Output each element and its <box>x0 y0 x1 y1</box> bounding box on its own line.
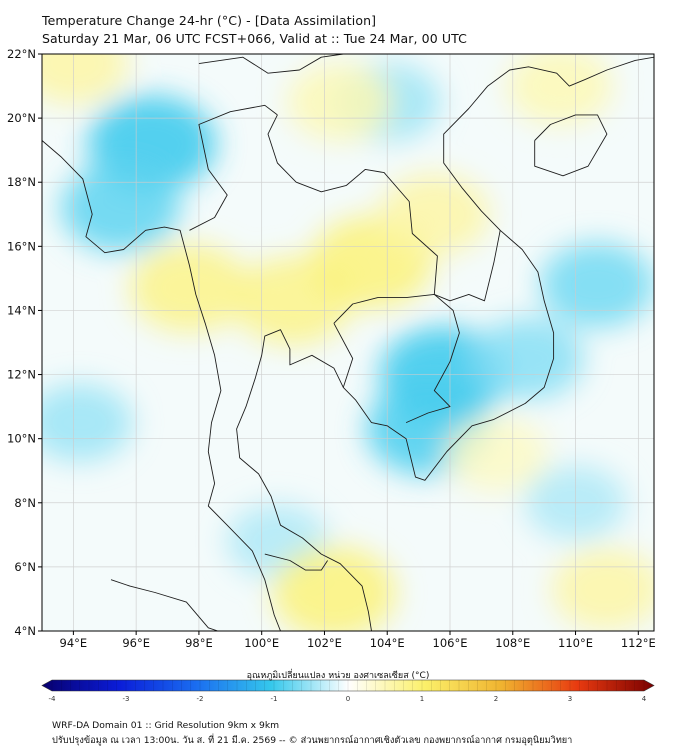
cooling-area <box>42 383 133 462</box>
lat-tick-label: 4°N <box>14 624 36 638</box>
colorbar-title: อุณหภูมิเปลี่ยนแปลง หน่วย องศาเซลเซียส (… <box>246 671 430 681</box>
warming-area <box>272 546 396 631</box>
china-border <box>198 54 373 74</box>
lon-tick-label: 98°E <box>185 636 213 650</box>
lat-tick-label: 12°N <box>7 368 36 382</box>
colorbar-tick-label: -4 <box>49 695 57 703</box>
warming-area <box>42 54 129 105</box>
lon-tick-label: 100°E <box>244 636 279 650</box>
colorbar-tick-label: 0 <box>346 695 350 703</box>
lat-tick-label: 18°N <box>7 175 36 189</box>
malaysia-thailand-border <box>264 553 328 571</box>
thailand-cambodia-border <box>333 323 354 388</box>
myanmar-thailand-border <box>189 104 278 231</box>
cooling-area <box>540 242 654 328</box>
sumatra-coast <box>110 579 218 631</box>
lon-tick-label: 110°E <box>558 636 593 650</box>
lon-tick-label: 102°E <box>307 636 342 650</box>
laos-border <box>267 114 501 302</box>
map-gridlines <box>42 54 654 631</box>
colorbar-tick-label: 2 <box>494 695 498 703</box>
warming-area <box>129 243 250 333</box>
gulf-of-thailand-coast <box>236 56 654 631</box>
lat-tick-label: 22°N <box>7 47 36 61</box>
cambodia-border <box>333 293 460 424</box>
colorbar-tick-label: -1 <box>271 695 278 703</box>
colorbar-tick-label: 3 <box>568 695 572 703</box>
temperature-change-field <box>42 54 654 631</box>
warming-area <box>287 63 394 142</box>
colorbar: -4 -3 -2 -1 0 1 2 3 4 <box>41 679 655 703</box>
map-plot-area <box>42 54 654 631</box>
warming-area <box>446 417 548 492</box>
warming-area <box>379 173 490 256</box>
lat-tick-label: 10°N <box>7 432 36 446</box>
lon-tick-label: 108°E <box>495 636 530 650</box>
warming-area <box>506 54 613 126</box>
map-frame <box>41 53 655 632</box>
cooling-area <box>473 317 584 400</box>
lon-tick-label: 106°E <box>433 636 468 650</box>
chart-subtitle: Saturday 21 Mar, 06 UTC FCST+066, Valid … <box>42 31 467 46</box>
colorbar-tick-label: 4 <box>642 695 647 703</box>
axis-ticks: 4°N 6°N 8°N 10°N 12°N 14°N 16°N 18°N 20°N 22°N 94°… <box>7 47 656 650</box>
indochina-coast <box>42 140 281 631</box>
lat-tick-label: 14°N <box>7 303 36 317</box>
colorbar-tick-label: -3 <box>123 695 130 703</box>
hainan-island <box>534 114 608 177</box>
lat-tick-label: 20°N <box>7 111 36 125</box>
warming-area <box>551 548 654 631</box>
colorbar-gradient <box>41 679 655 692</box>
footer-credit: ปรับปรุงข้อมูล ณ เวลา 13:00น. วัน ส. ที่… <box>52 735 573 746</box>
lat-tick-label: 16°N <box>7 239 36 253</box>
lat-tick-label: 6°N <box>14 560 36 574</box>
lon-tick-label: 94°E <box>60 636 88 650</box>
lon-tick-label: 96°E <box>122 636 150 650</box>
lat-tick-label: 8°N <box>14 496 36 510</box>
lon-tick-label: 104°E <box>370 636 405 650</box>
lon-tick-label: 112°E <box>621 636 656 650</box>
footer-model-info: WRF-DA Domain 01 :: Grid Resolution 9km … <box>52 720 280 731</box>
chart-title: Temperature Change 24-hr (°C) - [Data As… <box>42 13 377 28</box>
colorbar-tick-label: 1 <box>420 695 424 703</box>
colorbar-tick-label: -2 <box>197 695 204 703</box>
cooling-area <box>60 163 181 253</box>
coastlines-and-borders <box>42 54 654 631</box>
